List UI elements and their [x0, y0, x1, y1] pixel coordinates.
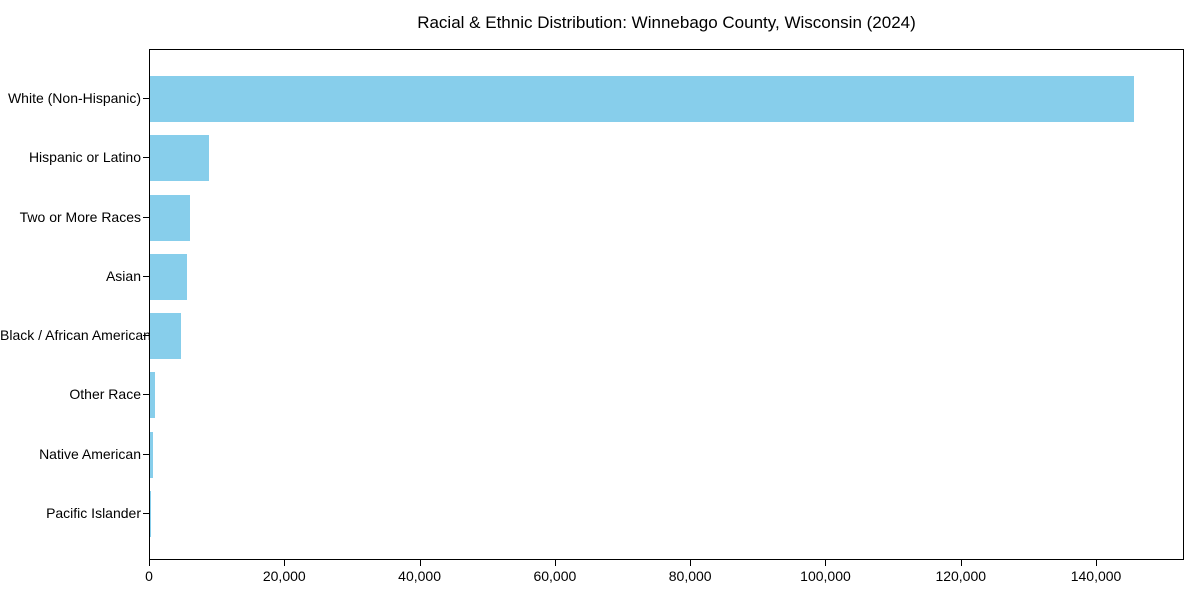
chart-title: Racial & Ethnic Distribution: Winnebago … — [417, 13, 916, 32]
x-tick-mark — [690, 560, 692, 566]
y-tick-label: Hispanic or Latino — [28, 149, 141, 166]
y-tick-label: Asian — [105, 267, 141, 284]
y-tick-label: Black / African American — [0, 327, 151, 344]
bar-asian — [150, 253, 188, 300]
x-tick-label: 100,000 — [800, 568, 851, 584]
bar-black-african-american — [150, 313, 182, 360]
y-tick-label: Other Race — [69, 386, 141, 403]
x-tick-label: 40,000 — [398, 568, 441, 584]
y-tick-mark — [143, 394, 149, 396]
x-tick-label: 120,000 — [935, 568, 987, 584]
x-tick-mark — [284, 560, 286, 566]
y-tick-mark — [143, 275, 149, 277]
bar-hispanic-or-latino — [150, 135, 210, 182]
bar-two-or-more-races — [150, 194, 190, 241]
x-tick-label: 20,000 — [262, 568, 306, 584]
x-tick-label: 140,000 — [1070, 568, 1122, 584]
x-tick-mark — [960, 560, 962, 566]
x-tick-mark — [825, 560, 827, 566]
y-tick-mark — [143, 453, 149, 455]
y-tick-label: Native American — [39, 445, 141, 462]
x-tick-label: 80,000 — [668, 568, 712, 584]
bar-white-non-hispanic — [150, 76, 1135, 122]
x-tick-mark — [149, 560, 150, 566]
y-tick-label: Pacific Islander — [46, 504, 141, 521]
x-tick-mark — [1096, 560, 1098, 566]
bar-native-american — [150, 431, 153, 478]
plot-area — [149, 49, 1184, 560]
y-tick-mark — [143, 512, 149, 514]
y-tick-label: Two or More Races — [19, 208, 141, 225]
y-tick-mark — [143, 335, 149, 337]
y-tick-mark — [143, 157, 149, 159]
x-tick-mark — [554, 560, 556, 566]
x-tick-label: 0 — [145, 568, 153, 584]
bar-other-race — [150, 372, 156, 419]
x-tick-label: 60,000 — [533, 568, 577, 584]
y-tick-mark — [143, 216, 149, 218]
x-tick-mark — [419, 560, 421, 566]
y-tick-mark — [143, 98, 149, 99]
y-tick-label: White (Non-Hispanic) — [7, 90, 141, 106]
